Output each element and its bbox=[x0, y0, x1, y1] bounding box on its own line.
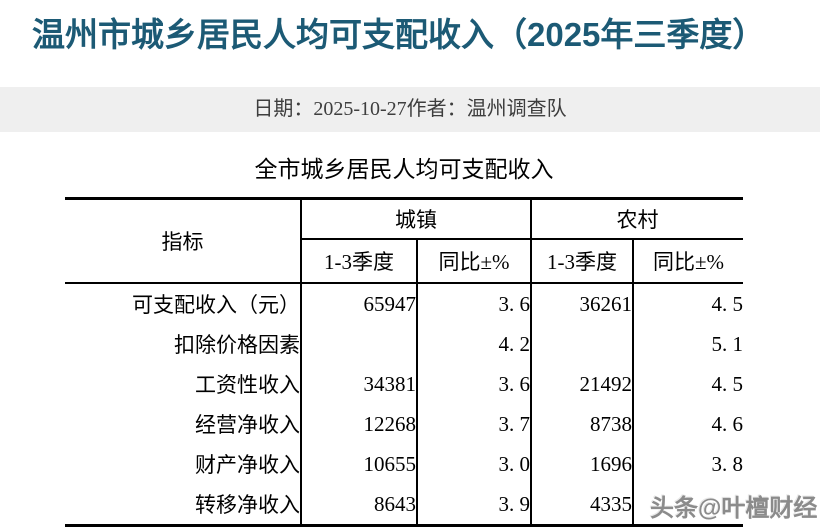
table-row: 扣除价格因素 4. 2 5. 1 bbox=[65, 324, 743, 364]
rural-yoy-cell: 5. 1 bbox=[711, 331, 744, 356]
rural-value-cell: 4335 bbox=[531, 484, 634, 526]
table-title: 全市城乡居民人均可支配收入 bbox=[254, 157, 554, 182]
rural-yoy-cell: 3. 8 bbox=[711, 451, 744, 476]
table-row: 经营净收入 12268 3. 7 8738 4. 6 bbox=[65, 404, 743, 444]
rural-yoy-header: 同比±% bbox=[633, 239, 743, 284]
table-group-header-row: 指标 城镇 农村 bbox=[65, 198, 743, 284]
watermark: 头条@叶檀财经 bbox=[650, 495, 818, 522]
urban-group-header: 城镇 bbox=[301, 198, 532, 240]
urban-yoy-cell: 3. 6 bbox=[417, 283, 532, 324]
rural-value-cell: 21492 bbox=[531, 364, 634, 404]
table-row: 可支配收入（元） 65947 3. 6 36261 4. 5 bbox=[65, 283, 743, 324]
indicator-cell: 财产净收入 bbox=[65, 444, 302, 484]
table-body: 可支配收入（元） 65947 3. 6 36261 4. 5 扣除价格因素 4. 2 5. 1… bbox=[65, 283, 743, 526]
urban-yoy-header: 同比±% bbox=[417, 239, 532, 284]
urban-value-cell: 65947 bbox=[301, 283, 418, 324]
table-sub-header-row: 1-3季度 同比±% 1-3季度 同比±% bbox=[65, 239, 743, 284]
urban-value-cell bbox=[301, 324, 418, 364]
indicator-cell: 可支配收入（元） bbox=[65, 283, 302, 324]
urban-value-cell: 34381 bbox=[301, 364, 418, 404]
table-row: 转移净收入 8643 3. 9 4335 bbox=[65, 484, 743, 526]
urban-value-cell: 8643 bbox=[301, 484, 418, 526]
table-row: 工资性收入 34381 3. 6 21492 4. 5 bbox=[65, 364, 743, 404]
income-table: 指标 城镇 农村 1-3季度 同比±% 1-3季度 同比±% 可支配收入（元） 6… bbox=[65, 197, 743, 527]
rural-value-cell: 36261 bbox=[531, 283, 634, 324]
rural-group-header: 农村 bbox=[531, 198, 743, 240]
date-bar: 日期：2025-10-27作者：温州调查队 bbox=[0, 87, 820, 132]
rural-value-cell: 8738 bbox=[531, 404, 634, 444]
urban-yoy-cell: 3. 9 bbox=[417, 484, 532, 526]
date-label: 日期： bbox=[253, 98, 314, 120]
urban-value-cell: 10655 bbox=[301, 444, 418, 484]
urban-quarter-header: 1-3季度 bbox=[301, 239, 418, 284]
author-label: 作者： bbox=[406, 98, 467, 120]
urban-value-cell: 12268 bbox=[301, 404, 418, 444]
indicator-cell: 工资性收入 bbox=[65, 364, 302, 404]
author-value: 温州调查队 bbox=[466, 98, 567, 120]
indicator-column-header: 指标 bbox=[65, 198, 302, 284]
rural-yoy-cell: 4. 6 bbox=[711, 411, 744, 436]
rural-quarter-header: 1-3季度 bbox=[531, 239, 634, 284]
page-title: 温州市城乡居民人均可支配收入（2025年三季度） bbox=[32, 16, 766, 53]
rural-value-cell: 1696 bbox=[531, 444, 634, 484]
rural-yoy-cell: 4. 5 bbox=[711, 291, 744, 316]
urban-yoy-cell: 4. 2 bbox=[417, 324, 532, 364]
rural-value-cell bbox=[531, 324, 634, 364]
indicator-cell: 扣除价格因素 bbox=[65, 324, 302, 364]
indicator-cell: 经营净收入 bbox=[65, 404, 302, 444]
urban-yoy-cell: 3. 6 bbox=[417, 364, 532, 404]
urban-yoy-cell: 3. 0 bbox=[417, 444, 532, 484]
indicator-cell: 转移净收入 bbox=[65, 484, 302, 526]
date-value: 2025-10-27 bbox=[313, 98, 407, 120]
urban-yoy-cell: 3. 7 bbox=[417, 404, 532, 444]
table-row: 财产净收入 10655 3. 0 1696 3. 8 bbox=[65, 444, 743, 484]
rural-yoy-cell: 4. 5 bbox=[711, 371, 744, 396]
